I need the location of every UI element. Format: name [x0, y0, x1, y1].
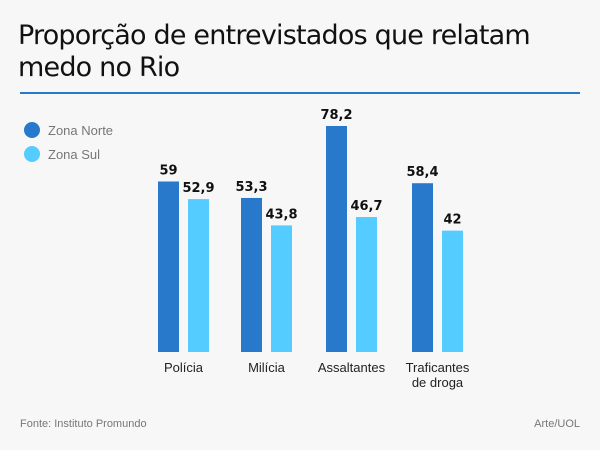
legend-item-zona-sul: Zona Sul [24, 142, 113, 166]
legend: Zona Norte Zona Sul [24, 118, 113, 166]
chart-title: Proporção de entrevistados que relatam m… [18, 20, 531, 83]
bar-zona-norte [241, 197, 262, 352]
data-label: 42 [443, 213, 461, 228]
bar-zona-sul [442, 230, 463, 352]
bar-zona-norte [412, 183, 433, 352]
legend-item-zona-norte: Zona Norte [24, 118, 113, 142]
data-label: 52,9 [182, 181, 214, 196]
data-label: 58,4 [406, 165, 438, 180]
legend-label: Zona Sul [48, 146, 101, 162]
data-label: 53,3 [235, 180, 267, 195]
bar-zona-sul [271, 225, 292, 352]
bar-zona-sul [188, 199, 209, 352]
category-label: de droga [412, 375, 464, 390]
legend-swatch-zona-norte [24, 122, 40, 138]
data-label: 78,2 [320, 108, 352, 123]
data-label: 46,7 [350, 199, 382, 214]
category-label: Traficantes [406, 360, 470, 375]
title-divider [20, 92, 580, 94]
legend-swatch-zona-sul [24, 146, 40, 162]
legend-label: Zona Norte [48, 122, 114, 138]
bar-zona-norte [158, 181, 179, 352]
category-label: Milícia [248, 360, 286, 375]
data-label: 59 [159, 163, 177, 178]
category-label: Polícia [164, 360, 204, 375]
source-note: Fonte: Instituto Promundo [20, 418, 147, 430]
bar-zona-norte [326, 126, 347, 352]
category-label: Assaltantes [318, 360, 386, 375]
credit-note: Arte/UOL [534, 418, 580, 430]
bar-zona-sul [356, 217, 377, 352]
data-label: 43,8 [265, 207, 297, 222]
